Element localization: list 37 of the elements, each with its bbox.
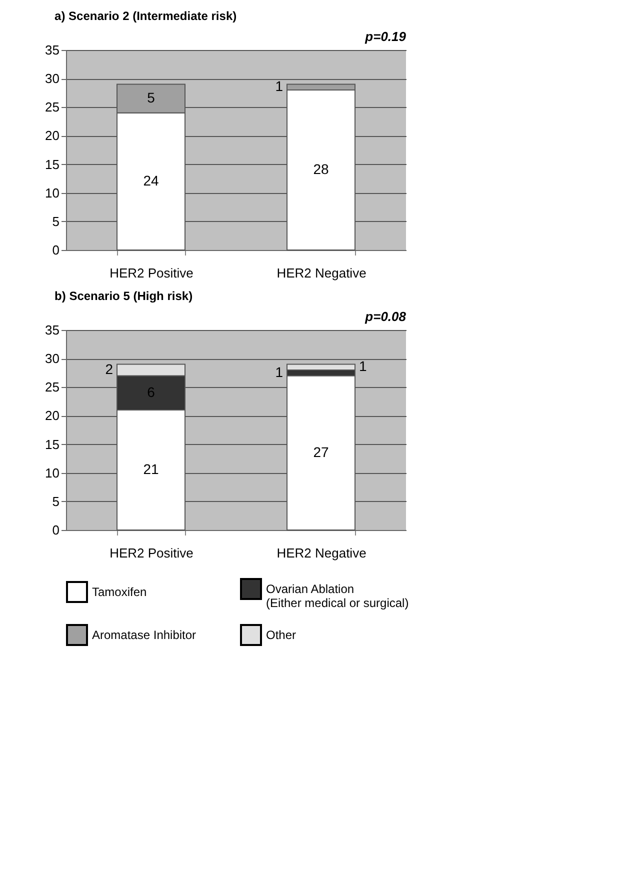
x-tick-label: HER2 Negative [276, 266, 366, 280]
data-label: 5 [147, 90, 156, 106]
y-tick-label: 20 [45, 408, 60, 424]
text: p=0.19 [364, 29, 407, 44]
y-tick-label: 5 [52, 494, 60, 509]
data-label: 1 [275, 364, 284, 380]
y-tick-label: 15 [45, 156, 60, 172]
y-tick-label: 35 [45, 322, 60, 338]
chart-title: b) Scenario 5 (High risk) [54, 289, 193, 303]
legend-label: Tamoxifen [92, 585, 147, 599]
legend-label: Aromatase Inhibitor [92, 628, 196, 642]
data-label: 21 [143, 461, 159, 477]
y-tick-label: 0 [52, 242, 60, 258]
legend-label: Ovarian Ablation (Either medical or surgical) [266, 582, 409, 610]
data-label: 27 [313, 444, 329, 460]
y-tick-label: 15 [45, 436, 60, 452]
data-label: 24 [143, 172, 159, 188]
y-tick-label: 20 [45, 128, 60, 144]
y-tick-label: 25 [45, 380, 60, 395]
y-tick-label: 25 [45, 100, 60, 115]
x-tick-label: HER2 Negative [276, 546, 366, 560]
chart-title: a) Scenario 2 (Intermediate risk) [54, 9, 237, 23]
x-tick-label: HER2 Positive [110, 266, 194, 280]
text: p=0.08 [364, 309, 407, 324]
legend-label: Other [266, 628, 296, 642]
y-tick-label: 10 [45, 185, 60, 200]
y-tick-label: 30 [45, 71, 60, 86]
data-label: 1 [275, 78, 284, 94]
x-tick-label: HER2 Positive [110, 546, 194, 560]
data-label: 28 [313, 161, 329, 177]
y-tick-label: 0 [52, 522, 60, 538]
y-tick-label: 5 [52, 214, 60, 229]
data-label: 1 [359, 358, 367, 374]
y-tick-label: 10 [45, 465, 60, 480]
data-label: 2 [105, 361, 114, 377]
y-tick-label: 30 [45, 351, 60, 366]
y-tick-label: 35 [45, 42, 60, 58]
